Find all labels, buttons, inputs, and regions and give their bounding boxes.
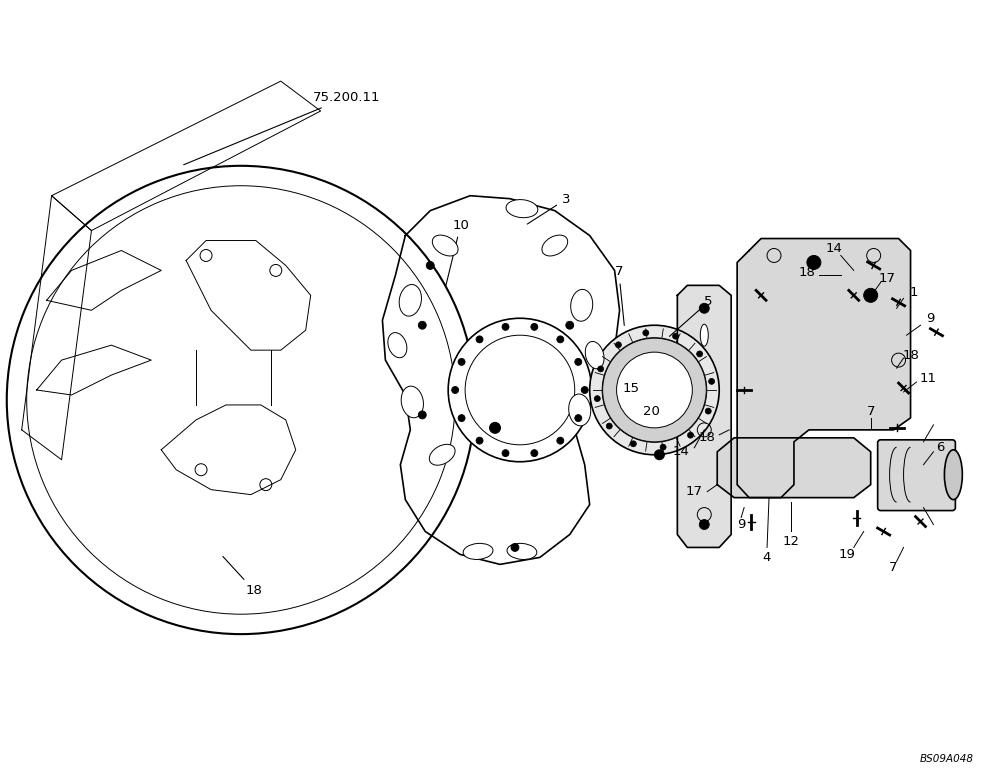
- Text: 75.200.11: 75.200.11: [184, 91, 380, 165]
- Ellipse shape: [506, 200, 538, 218]
- Circle shape: [566, 321, 574, 329]
- Text: 7: 7: [889, 561, 898, 574]
- Circle shape: [673, 333, 679, 339]
- Text: 10: 10: [446, 218, 469, 285]
- Ellipse shape: [590, 325, 719, 455]
- Circle shape: [418, 411, 426, 419]
- Text: 19: 19: [838, 548, 855, 561]
- Text: 9: 9: [926, 312, 935, 324]
- Text: 11: 11: [920, 371, 937, 385]
- Circle shape: [709, 378, 715, 385]
- Text: 7: 7: [866, 406, 875, 418]
- Text: 1: 1: [909, 285, 918, 299]
- Circle shape: [465, 335, 575, 445]
- Circle shape: [654, 450, 664, 459]
- Ellipse shape: [602, 338, 707, 442]
- FancyBboxPatch shape: [878, 440, 955, 511]
- Ellipse shape: [507, 544, 537, 559]
- Text: 18: 18: [798, 266, 815, 279]
- Circle shape: [643, 330, 649, 336]
- Ellipse shape: [429, 445, 455, 465]
- Circle shape: [606, 423, 612, 429]
- Circle shape: [594, 395, 600, 402]
- Text: 6: 6: [936, 441, 945, 454]
- Circle shape: [476, 336, 483, 343]
- Circle shape: [575, 415, 582, 421]
- Circle shape: [557, 336, 564, 343]
- Text: 14: 14: [673, 445, 690, 459]
- Circle shape: [531, 324, 538, 331]
- Text: 17: 17: [686, 485, 703, 498]
- Text: 18: 18: [699, 431, 716, 445]
- Circle shape: [511, 544, 519, 551]
- Polygon shape: [382, 196, 620, 565]
- Circle shape: [418, 321, 426, 329]
- Text: 3: 3: [527, 193, 570, 224]
- Circle shape: [458, 359, 465, 365]
- Text: 20: 20: [643, 406, 660, 418]
- Circle shape: [697, 351, 703, 357]
- Circle shape: [452, 387, 459, 393]
- Text: 4: 4: [763, 551, 771, 564]
- Text: 5: 5: [669, 296, 713, 336]
- Ellipse shape: [542, 235, 568, 256]
- Circle shape: [531, 449, 538, 456]
- Ellipse shape: [571, 289, 593, 321]
- Circle shape: [688, 432, 693, 438]
- Text: 14: 14: [825, 242, 842, 255]
- Circle shape: [581, 387, 588, 393]
- Circle shape: [615, 342, 621, 348]
- Polygon shape: [677, 285, 731, 548]
- Circle shape: [490, 423, 500, 434]
- Ellipse shape: [700, 324, 708, 346]
- Circle shape: [699, 519, 709, 530]
- Text: BS09A048: BS09A048: [919, 753, 973, 764]
- Text: 18: 18: [902, 349, 919, 362]
- Circle shape: [448, 318, 592, 462]
- Text: 7: 7: [615, 265, 624, 325]
- Circle shape: [426, 261, 434, 269]
- Circle shape: [864, 289, 878, 303]
- Circle shape: [502, 449, 509, 456]
- Ellipse shape: [463, 544, 493, 559]
- Circle shape: [807, 256, 821, 269]
- Ellipse shape: [401, 386, 423, 418]
- Text: 9: 9: [737, 518, 745, 531]
- Circle shape: [617, 352, 692, 428]
- Ellipse shape: [399, 285, 421, 316]
- Circle shape: [603, 339, 706, 441]
- Polygon shape: [737, 239, 911, 498]
- Circle shape: [630, 441, 636, 447]
- Text: 12: 12: [782, 535, 799, 548]
- Ellipse shape: [569, 394, 591, 426]
- Circle shape: [705, 408, 711, 414]
- Circle shape: [502, 324, 509, 331]
- Circle shape: [575, 359, 582, 365]
- Polygon shape: [717, 438, 871, 498]
- Ellipse shape: [388, 332, 407, 358]
- Circle shape: [598, 366, 604, 372]
- Circle shape: [699, 303, 709, 314]
- Circle shape: [660, 444, 666, 450]
- Circle shape: [476, 437, 483, 444]
- Ellipse shape: [944, 450, 962, 500]
- Text: 15: 15: [623, 381, 640, 395]
- Text: 18: 18: [223, 556, 263, 597]
- Circle shape: [458, 415, 465, 421]
- Ellipse shape: [432, 235, 458, 256]
- Text: 17: 17: [878, 272, 895, 285]
- Ellipse shape: [585, 342, 604, 369]
- Circle shape: [557, 437, 564, 444]
